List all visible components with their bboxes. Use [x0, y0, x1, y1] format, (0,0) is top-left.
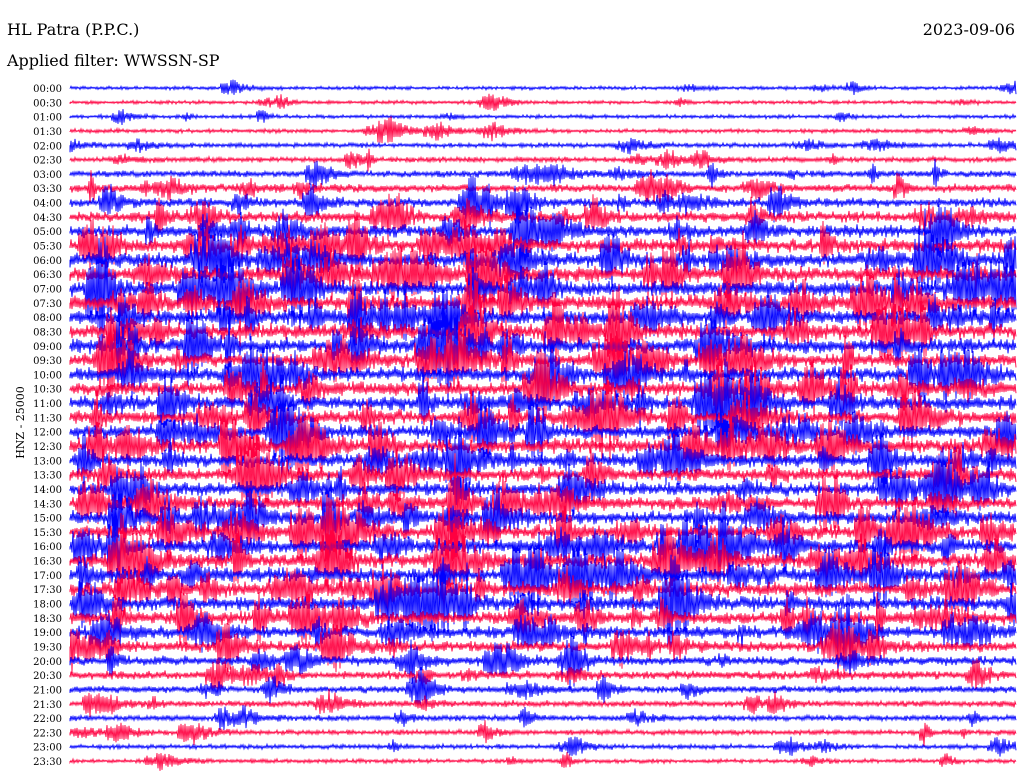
trace-row — [69, 158, 1017, 190]
row-time-label: 20:30 — [33, 671, 62, 682]
station-title: HL Patra (P.P.C.) — [7, 20, 140, 39]
trace-row — [69, 752, 1017, 771]
trace-row — [69, 148, 1017, 172]
trace-row — [69, 720, 1017, 747]
row-time-label: 02:30 — [33, 156, 62, 167]
row-time-label: 19:00 — [33, 628, 62, 639]
row-time-label: 20:00 — [33, 657, 62, 668]
trace-row — [69, 658, 1017, 693]
trace-row — [69, 358, 1017, 448]
row-time-label: 19:30 — [33, 642, 62, 653]
trace-row — [69, 349, 1017, 422]
row-time-label: 05:00 — [33, 227, 62, 238]
row-time-label: 07:00 — [33, 284, 62, 295]
row-time-label: 01:30 — [33, 127, 62, 138]
row-time-label: 14:30 — [33, 499, 62, 510]
row-time-label: 23:00 — [33, 743, 62, 754]
trace-row — [69, 416, 1017, 502]
row-time-label: 07:30 — [33, 299, 62, 310]
row-time-label: 15:00 — [33, 514, 62, 525]
row-time-label: 12:00 — [33, 428, 62, 439]
row-time-label: 21:30 — [33, 700, 62, 711]
trace-row — [69, 554, 1017, 655]
trace-row — [69, 531, 1017, 617]
filter-label: Applied filter: WWSSN-SP — [7, 51, 220, 70]
row-time-label: 00:00 — [33, 84, 62, 95]
trace-row — [69, 666, 1017, 710]
trace-row — [69, 453, 1017, 558]
trace-row — [69, 688, 1017, 718]
trace-row — [69, 284, 1017, 382]
trace-row — [69, 208, 1017, 298]
row-time-label: 11:00 — [33, 399, 62, 410]
row-time-label: 13:30 — [33, 471, 62, 482]
trace-row — [69, 736, 1017, 757]
row-time-label: 10:00 — [33, 370, 62, 381]
trace-row — [69, 493, 1017, 571]
trace-row — [69, 618, 1017, 678]
trace-row — [69, 192, 1017, 242]
row-time-label: 12:30 — [33, 442, 62, 453]
row-time-label: 09:30 — [33, 356, 62, 367]
trace-row — [69, 137, 1017, 155]
trace-row — [69, 193, 1017, 279]
date-label: 2023-09-06 — [922, 20, 1015, 39]
row-time-label: 11:30 — [33, 413, 62, 424]
row-time-label: 03:00 — [33, 170, 62, 181]
row-time-label: 10:30 — [33, 385, 62, 396]
trace-row — [69, 632, 1017, 689]
row-time-label: 16:00 — [33, 542, 62, 553]
row-time-label: 02:00 — [33, 141, 62, 152]
row-time-label: 06:30 — [33, 270, 62, 281]
row-time-label: 05:30 — [33, 242, 62, 253]
row-time-label: 06:00 — [33, 256, 62, 267]
row-time-label: 16:30 — [33, 557, 62, 568]
row-time-label: 03:30 — [33, 184, 62, 195]
trace-row — [69, 558, 1017, 625]
trace-row — [69, 705, 1017, 730]
row-time-label: 17:00 — [33, 571, 62, 582]
row-time-label: 08:30 — [33, 327, 62, 338]
trace-row — [69, 446, 1017, 523]
trace-row — [69, 293, 1017, 409]
row-time-label: 04:30 — [33, 213, 62, 224]
trace-row — [69, 79, 1017, 96]
trace-row — [69, 236, 1017, 360]
row-time-label: 08:00 — [33, 313, 62, 324]
row-time-label: 23:30 — [33, 757, 62, 768]
trace-row — [69, 583, 1017, 652]
row-time-label: 04:00 — [33, 199, 62, 210]
trace-row — [69, 109, 1017, 126]
trace-row — [69, 175, 1017, 228]
trace-row — [69, 404, 1017, 484]
trace-row — [69, 116, 1017, 144]
trace-row — [69, 169, 1017, 205]
row-time-label: 18:30 — [33, 614, 62, 625]
row-time-label: 00:30 — [33, 98, 62, 109]
row-time-label: 18:00 — [33, 600, 62, 611]
trace-row — [69, 472, 1017, 556]
trace-row — [69, 283, 1017, 350]
row-time-label: 14:00 — [33, 485, 62, 496]
row-time-label: 17:30 — [33, 585, 62, 596]
row-time-label: 22:30 — [33, 728, 62, 739]
row-time-label: 01:00 — [33, 113, 62, 124]
trace-row — [69, 434, 1017, 518]
trace-row — [69, 93, 1017, 111]
row-time-label: 09:00 — [33, 342, 62, 353]
row-time-label: 13:00 — [33, 456, 62, 467]
trace-row — [69, 501, 1017, 585]
row-time-label: 22:00 — [33, 714, 62, 725]
row-time-label: 15:30 — [33, 528, 62, 539]
row-time-label: 21:00 — [33, 685, 62, 696]
